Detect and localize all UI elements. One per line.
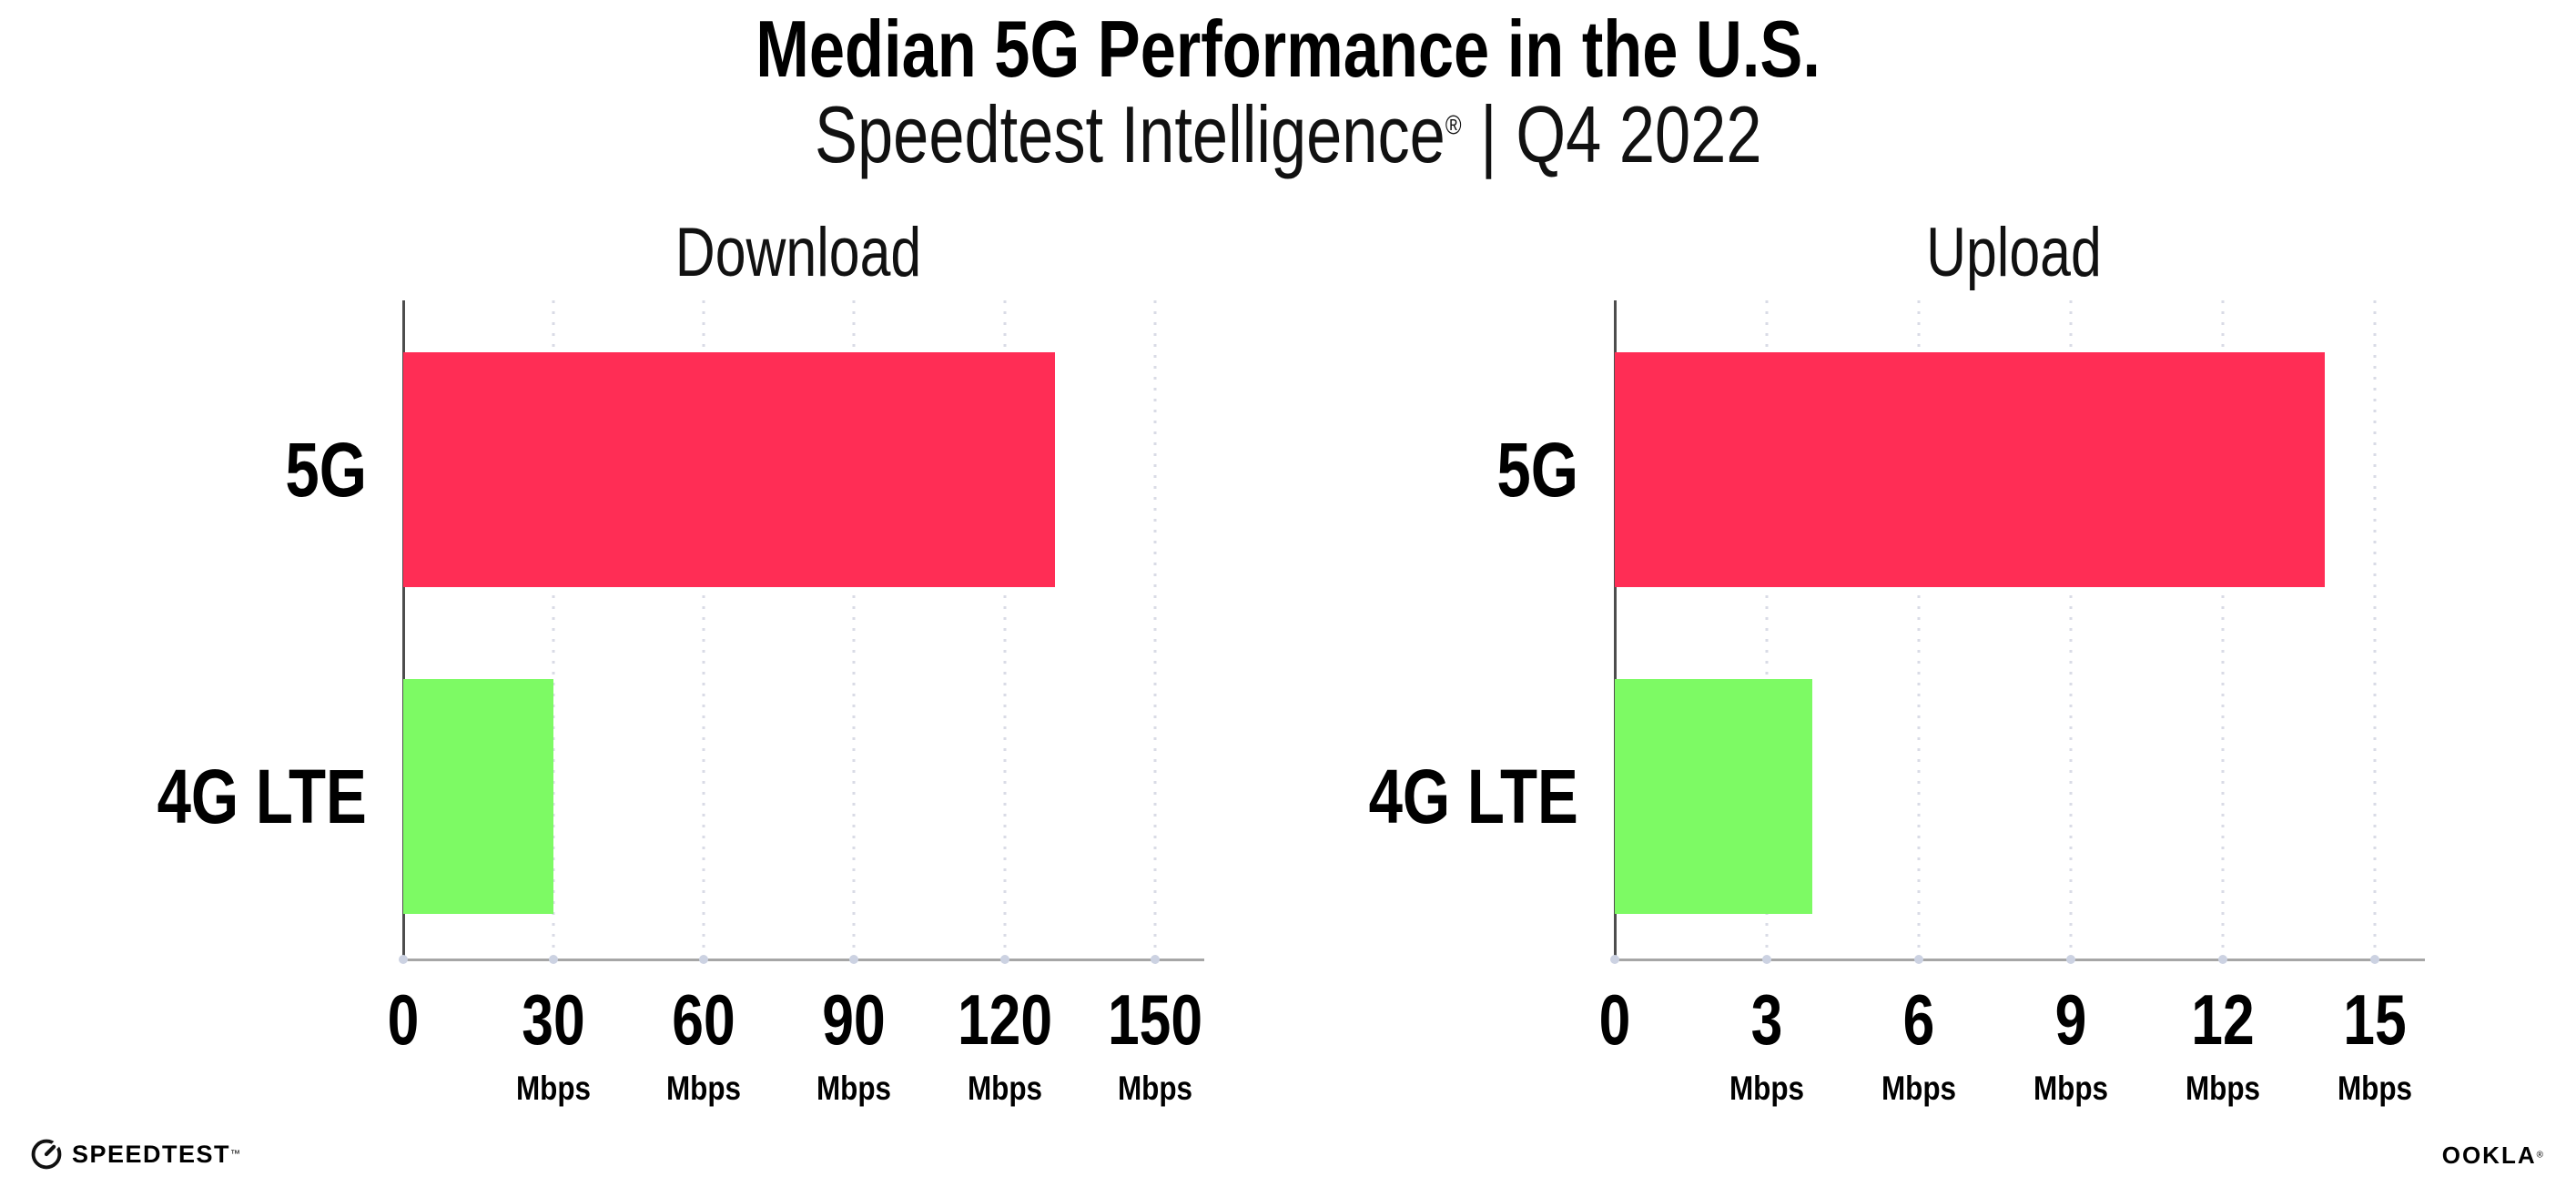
tick-value: 3	[1750, 979, 1783, 1060]
gridline	[552, 300, 555, 959]
bar-row	[1615, 679, 2413, 914]
axis-tick-dot	[549, 955, 559, 964]
download-plot-area: 5G 4G LTE 0 30 Mbps 60 Mbps 90 Mbps 120 Mbps 150 Mbp…	[157, 300, 1204, 1105]
tick-value: 30	[522, 979, 585, 1060]
tick-value: 150	[1107, 979, 1202, 1060]
download-chart-title: Download	[403, 218, 1192, 288]
axis-tick-dot	[1150, 955, 1160, 964]
tick-unit: Mbps	[516, 1070, 592, 1107]
bar-5g	[1615, 352, 2325, 587]
tick-unit: Mbps	[967, 1070, 1042, 1107]
bar-5g	[403, 352, 1055, 587]
tick-value: 12	[2191, 979, 2255, 1060]
registered-mark: ®	[2536, 1150, 2543, 1161]
category-label: 5G	[1369, 352, 1578, 587]
category-label: 5G	[157, 352, 367, 587]
bar-row	[403, 352, 1192, 587]
category-label-text: 4G LTE	[157, 754, 367, 839]
gridline	[1153, 300, 1157, 959]
gridline	[1003, 300, 1007, 959]
subtitle-brand: Speedtest Intelligence	[814, 89, 1445, 179]
gridline	[2221, 300, 2225, 959]
tick-unit: Mbps	[2033, 1070, 2109, 1107]
category-label-text: 5G	[285, 427, 367, 512]
axis-tick-dot	[999, 955, 1009, 964]
category-label: 4G LTE	[1369, 679, 1578, 914]
bar-4g-lte	[1615, 679, 1813, 914]
page-title: Median 5G Performance in the U.S.	[0, 9, 2576, 89]
tick-value: 90	[822, 979, 887, 1060]
gridline	[2069, 300, 2073, 959]
x-axis-line	[403, 959, 1204, 961]
tick-unit: Mbps	[666, 1070, 742, 1107]
tick-value: 6	[1902, 979, 1935, 1060]
tick-value: 9	[2054, 979, 2087, 1060]
ookla-logo: OOKLA®	[2442, 1143, 2543, 1167]
gridline	[702, 300, 705, 959]
ookla-wordmark: OOKLA	[2441, 1141, 2537, 1169]
tick-value: 0	[1598, 979, 1631, 1060]
bar-row	[1615, 352, 2413, 587]
speedtest-wordmark: SPEEDTEST	[72, 1140, 231, 1168]
axis-tick-dot	[1610, 955, 1619, 964]
upload-plot-area: 5G 4G LTE 0 3 Mbps 6 Mbps 9 Mbps 12 Mbps 15 Mbps	[1369, 300, 2426, 1105]
upload-chart: Upload 5G 4G LTE 0 3 Mbps 6 Mbps 9 Mbps 12 Mbps 15 M…	[1369, 218, 2426, 1105]
tick-unit: Mbps	[816, 1070, 892, 1107]
tick-unit: Mbps	[2186, 1070, 2261, 1107]
speedtest-gauge-icon	[31, 1139, 62, 1170]
x-axis-line	[1615, 959, 2426, 961]
speedtest-logo: SPEEDTEST ™	[30, 1138, 240, 1171]
axis-tick-dot	[2370, 955, 2380, 964]
axis-tick-dot	[1914, 955, 1924, 964]
tick-value: 0	[387, 979, 420, 1060]
registered-mark: ®	[1445, 110, 1462, 141]
gridline	[1765, 300, 1769, 959]
axis-tick-dot	[2066, 955, 2076, 964]
tick-value: 60	[672, 979, 735, 1060]
download-chart: Download 5G 4G LTE 0 30 Mbps 60 Mbps 90 Mbps 120 M…	[157, 218, 1204, 1105]
gridline	[1917, 300, 1921, 959]
page-subtitle-text: Speedtest Intelligence® | Q4 2022	[815, 95, 1761, 175]
gridline	[852, 300, 856, 959]
tick-value: 15	[2343, 979, 2407, 1060]
tick-unit: Mbps	[1117, 1070, 1192, 1107]
subtitle-period: Q4 2022	[1516, 89, 1762, 179]
upload-chart-title: Upload	[1615, 218, 2413, 288]
page-title-text: Median 5G Performance in the U.S.	[756, 4, 1820, 94]
category-label-text: 4G LTE	[1368, 754, 1578, 839]
axis-tick-dot	[399, 955, 408, 964]
y-axis-line	[1614, 300, 1617, 961]
axis-tick-dot	[849, 955, 859, 964]
axis-tick-dot	[2218, 955, 2228, 964]
bar-row	[403, 679, 1192, 914]
bar-4g-lte	[403, 679, 554, 914]
tick-unit: Mbps	[1881, 1070, 1957, 1107]
page-subtitle: Speedtest Intelligence® | Q4 2022	[0, 95, 2576, 175]
axis-tick-dot	[699, 955, 709, 964]
category-label-text: 5G	[1496, 427, 1578, 512]
tick-unit: Mbps	[1729, 1070, 1805, 1107]
axis-tick-dot	[1762, 955, 1772, 964]
chart-title-text: Download	[674, 214, 921, 291]
chart-title-text: Upload	[1926, 214, 2102, 291]
y-axis-line	[402, 300, 405, 961]
gridline	[2373, 300, 2377, 959]
category-label: 4G LTE	[157, 679, 367, 914]
subtitle-divider: |	[1480, 89, 1497, 179]
tick-value: 120	[957, 979, 1052, 1060]
tick-unit: Mbps	[2338, 1070, 2413, 1107]
